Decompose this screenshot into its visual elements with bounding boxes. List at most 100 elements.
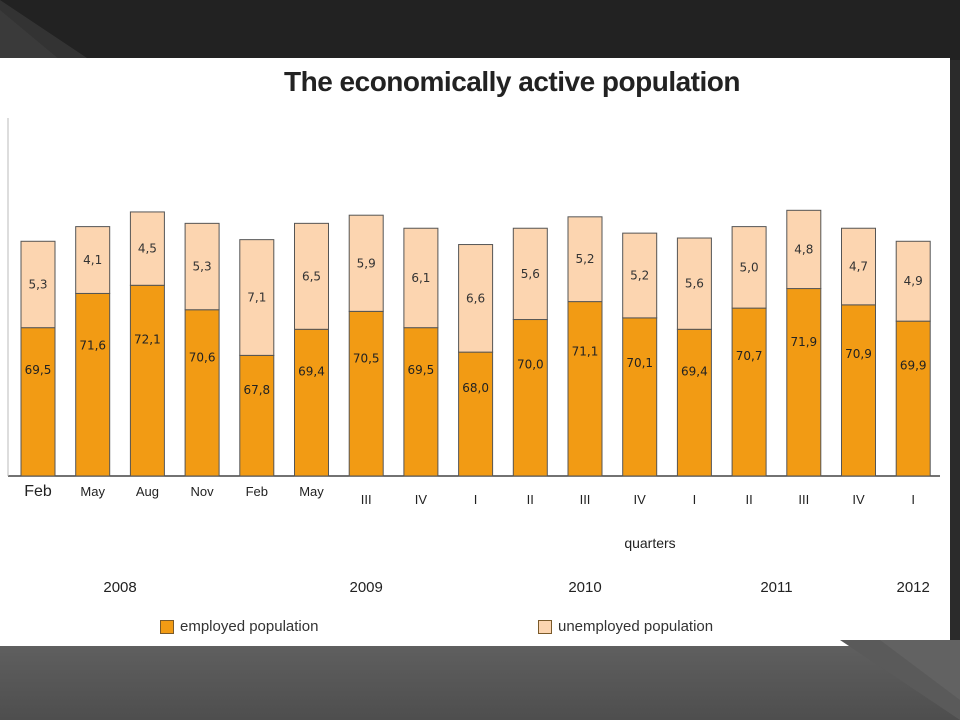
data-label-unemployed: 5,6 (685, 277, 704, 291)
bar-unemployed (786, 209, 822, 290)
legend-label-unemployed: unemployed population (558, 618, 714, 635)
data-label-employed: 67,8 (243, 383, 270, 397)
data-label-employed: 70,1 (626, 356, 653, 370)
bar-employed (184, 309, 220, 477)
legend-swatch-unemployed (538, 619, 552, 634)
data-label-unemployed: 5,9 (357, 256, 376, 270)
data-label-unemployed: 4,5 (138, 242, 157, 256)
bar-unemployed (676, 237, 712, 330)
x-tick-label: I (911, 492, 915, 507)
top-band (0, 0, 960, 60)
bar-unemployed (458, 244, 494, 353)
bottom-band (0, 646, 960, 720)
bar-employed (239, 354, 275, 477)
year-label: 2012 (897, 579, 930, 596)
data-label-employed: 70,5 (353, 351, 380, 365)
bar-unemployed (895, 240, 931, 322)
bar-unemployed (567, 216, 603, 303)
data-label-employed: 69,4 (298, 364, 325, 378)
data-label-employed: 70,7 (736, 349, 763, 363)
bar-employed (567, 301, 603, 477)
legend-label-employed: employed population (180, 618, 319, 635)
x-tick-label: May (299, 484, 324, 499)
data-label-employed: 72,1 (134, 333, 161, 347)
data-label-unemployed: 4,9 (904, 274, 923, 288)
bar-unemployed (512, 227, 548, 321)
data-label-employed: 71,6 (79, 339, 106, 353)
stacked-bar-chart: 69,5 5,3 Feb 71,6 4,1 May 72,1 4,5 Aug 70,6 5,3 Nov… (7, 118, 940, 596)
data-label-unemployed: 5,6 (521, 267, 540, 281)
bar-unemployed (731, 226, 767, 309)
data-label-unemployed: 6,1 (411, 271, 430, 285)
x-tick-label: Aug (136, 484, 159, 499)
bar-employed (622, 317, 658, 477)
bar-employed (294, 328, 329, 477)
bar-unemployed (294, 222, 329, 330)
bar-employed (20, 327, 56, 477)
data-label-employed: 69,4 (681, 364, 708, 378)
bar-employed (841, 304, 876, 477)
data-label-employed: 71,9 (790, 335, 817, 349)
year-label: 2010 (568, 579, 601, 596)
x-tick-label: III (798, 492, 809, 507)
data-label-unemployed: 4,1 (83, 253, 102, 267)
bar-unemployed (75, 226, 111, 294)
data-label-unemployed: 6,6 (466, 291, 485, 305)
bar-employed (403, 327, 439, 477)
slide-title: The economically active population (284, 66, 741, 97)
bar-unemployed (129, 211, 165, 286)
data-label-employed: 69,5 (25, 363, 52, 377)
year-label: 2011 (760, 579, 792, 596)
x-tick-label: I (474, 492, 478, 507)
x-tick-label: Nov (191, 484, 215, 499)
data-label-unemployed: 4,7 (849, 260, 868, 274)
data-label-employed: 70,6 (189, 350, 216, 364)
data-label-employed: 68,0 (462, 381, 489, 395)
bar-unemployed (239, 239, 275, 356)
data-label-employed: 69,5 (408, 363, 435, 377)
legend-item-unemployed: unemployed population (538, 618, 713, 635)
bar-employed (512, 319, 548, 477)
bar-unemployed (348, 214, 384, 312)
bar-employed (458, 351, 494, 477)
bar-unemployed (184, 222, 220, 311)
x-tick-label: IV (634, 492, 647, 507)
data-label-unemployed: 5,2 (630, 269, 649, 283)
legend-swatch-employed (160, 619, 174, 634)
bar-unemployed (841, 227, 876, 306)
data-label-unemployed: 5,3 (28, 277, 47, 291)
data-label-unemployed: 4,8 (794, 242, 813, 256)
decorative-corner-bottom-right (840, 640, 960, 720)
x-tick-label: IV (852, 492, 865, 507)
data-label-unemployed: 5,3 (193, 260, 212, 274)
data-label-employed: 71,1 (572, 344, 599, 358)
x-tick-label: III (361, 492, 372, 507)
legend: employed population unemployed populatio… (0, 618, 950, 642)
data-label-unemployed: 5,0 (740, 260, 759, 274)
data-label-employed: 70,0 (517, 357, 544, 371)
year-label: 2008 (103, 579, 136, 596)
x-axis-note: quarters (624, 535, 675, 551)
decorative-corner-top-left (0, 0, 90, 60)
bar-employed (895, 320, 931, 477)
bar-unemployed (403, 227, 439, 329)
x-tick-label: III (580, 492, 591, 507)
slide-canvas: The economically active population 69,5 5… (0, 58, 950, 646)
bar-employed (676, 328, 712, 477)
bar-employed (348, 310, 384, 477)
bar-employed (129, 284, 165, 477)
bar-unemployed (20, 240, 56, 329)
x-tick-label: Feb (246, 484, 268, 499)
x-tick-label: Feb (24, 483, 52, 500)
data-label-unemployed: 7,1 (247, 291, 266, 305)
data-label-employed: 69,9 (900, 359, 927, 373)
year-label: 2009 (350, 579, 383, 596)
data-label-employed: 70,9 (845, 347, 872, 361)
data-label-unemployed: 5,2 (575, 252, 594, 266)
legend-item-employed: employed population (160, 618, 318, 635)
data-label-unemployed: 6,5 (302, 269, 321, 283)
x-tick-label: II (527, 492, 534, 507)
bar-employed (731, 307, 767, 477)
x-tick-label: May (80, 484, 105, 499)
bar-employed (786, 288, 822, 477)
